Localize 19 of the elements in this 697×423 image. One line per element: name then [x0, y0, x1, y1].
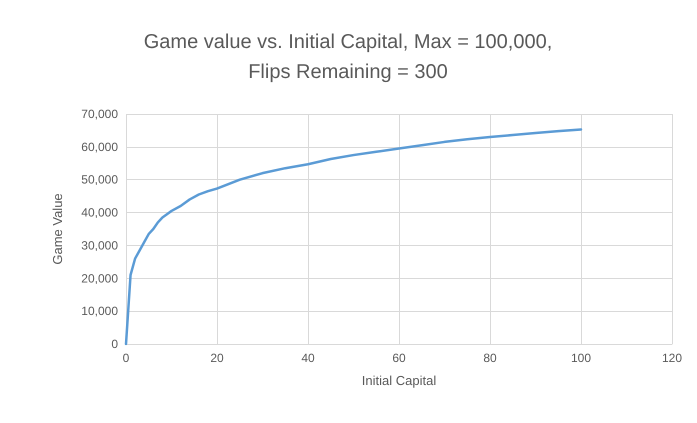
chart-title: Game value vs. Initial Capital, Max = 100,000, Flips Remaining = 300	[144, 31, 552, 83]
x-tick-label: 80	[483, 351, 497, 365]
x-tick-label: 40	[301, 351, 315, 365]
x-tick-label: 20	[210, 351, 224, 365]
y-tick-label: 50,000	[81, 172, 118, 187]
y-tick-label: 70,000	[81, 107, 118, 121]
y-tick-label: 40,000	[81, 206, 118, 220]
y-tick-label: 60,000	[81, 140, 118, 154]
y-tick-label: 0	[111, 337, 118, 351]
line-series	[124, 128, 582, 346]
x-tick-label: 0	[122, 351, 130, 365]
x-axis-title: Initial Capital	[362, 373, 436, 388]
y-tick-label: 10,000	[81, 304, 118, 318]
x-tick-label: 100	[570, 351, 592, 365]
y-tick-label: 30,000	[81, 238, 118, 252]
x-tick-label: 120	[662, 351, 682, 365]
y-tick-label: 20,000	[81, 271, 118, 286]
y-axis-title: Game Value	[50, 193, 65, 265]
x-tick-label: 60	[392, 351, 406, 365]
